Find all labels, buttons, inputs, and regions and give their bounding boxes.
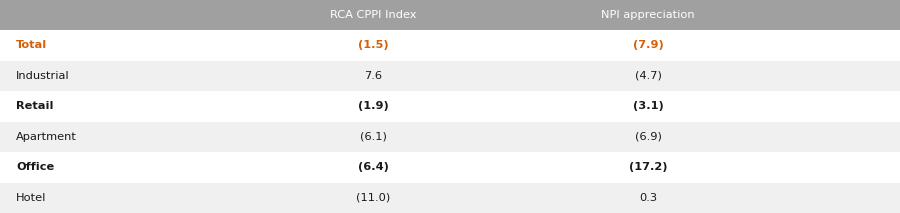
Text: Total: Total xyxy=(16,40,48,50)
Bar xyxy=(0,183,900,213)
Text: Office: Office xyxy=(16,162,55,172)
Bar xyxy=(0,0,900,30)
Text: (17.2): (17.2) xyxy=(629,162,667,172)
Text: Hotel: Hotel xyxy=(16,193,47,203)
Text: (4.7): (4.7) xyxy=(634,71,662,81)
Bar xyxy=(0,60,900,91)
Text: Apartment: Apartment xyxy=(16,132,77,142)
Text: RCA CPPI Index: RCA CPPI Index xyxy=(330,10,417,20)
Text: (6.1): (6.1) xyxy=(360,132,387,142)
Bar xyxy=(0,30,900,60)
Text: (3.1): (3.1) xyxy=(633,101,663,111)
Text: (11.0): (11.0) xyxy=(356,193,391,203)
Text: (1.5): (1.5) xyxy=(358,40,389,50)
Text: (7.9): (7.9) xyxy=(633,40,663,50)
Text: (6.4): (6.4) xyxy=(358,162,389,172)
Bar xyxy=(0,91,900,121)
Text: NPI appreciation: NPI appreciation xyxy=(601,10,695,20)
Bar xyxy=(0,152,900,183)
Text: (6.9): (6.9) xyxy=(634,132,662,142)
Text: (1.9): (1.9) xyxy=(358,101,389,111)
Text: Retail: Retail xyxy=(16,101,54,111)
Text: 7.6: 7.6 xyxy=(364,71,382,81)
Text: 0.3: 0.3 xyxy=(639,193,657,203)
Text: Industrial: Industrial xyxy=(16,71,70,81)
Bar xyxy=(0,121,900,152)
